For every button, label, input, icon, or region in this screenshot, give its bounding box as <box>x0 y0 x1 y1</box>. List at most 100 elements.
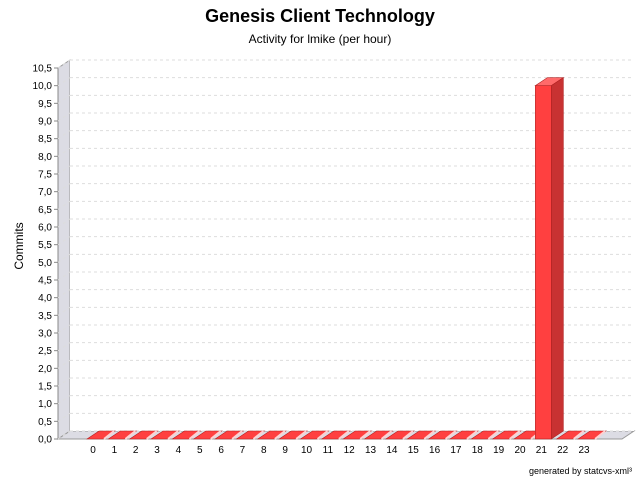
bar-top <box>470 430 501 440</box>
bar <box>342 430 373 440</box>
bar-highlight <box>103 430 115 440</box>
y-axis-label: Commits <box>12 222 26 269</box>
grid-line-wall <box>57 77 71 87</box>
x-tick-label: 4 <box>176 445 182 456</box>
bar-top <box>406 430 437 440</box>
y-tick-label: 0,0 <box>38 435 52 446</box>
y-tick-label: 1,0 <box>38 399 52 410</box>
bar-highlight <box>188 430 201 440</box>
bar-highlight <box>274 430 286 440</box>
grid-line-wall <box>57 94 71 104</box>
bar-highlight <box>252 430 265 440</box>
bar-top <box>171 430 202 440</box>
grid-line-wall <box>57 253 71 263</box>
x-tick-label: 15 <box>408 445 420 456</box>
y-tick-label: 4,0 <box>38 293 52 304</box>
x-tick-label: 17 <box>450 445 462 456</box>
grid-line-wall <box>57 271 71 281</box>
bar-top <box>577 430 608 440</box>
y-tick-label: 0,5 <box>38 417 52 428</box>
bar <box>256 430 287 440</box>
y-tick-label: 6,0 <box>38 223 52 234</box>
x-tick-label: 1 <box>112 445 118 456</box>
y-tick-label: 7,0 <box>38 187 52 198</box>
bar <box>150 430 181 440</box>
bar-top <box>448 430 479 440</box>
grid-line-wall <box>57 306 71 316</box>
bar-highlight <box>124 430 136 440</box>
bar-highlight <box>295 430 307 440</box>
grid-line-wall <box>57 324 71 334</box>
grid-line-wall <box>57 377 71 387</box>
x-tick-label: 14 <box>386 445 398 456</box>
bar-series <box>86 77 608 440</box>
bar <box>192 430 223 440</box>
x-tick-label: 0 <box>90 445 96 456</box>
bar-highlight <box>146 430 158 440</box>
x-tick-label: 12 <box>344 445 356 456</box>
y-tick-label: 2,0 <box>38 364 52 375</box>
bar <box>577 430 608 440</box>
bar <box>171 430 202 440</box>
y-tick-label: 4,5 <box>38 276 52 287</box>
y-tick-label: 9,0 <box>38 117 52 128</box>
bar-highlight <box>316 430 329 440</box>
x-tick-label: 16 <box>429 445 441 456</box>
x-tick-label: 3 <box>154 445 160 456</box>
grid-line-wall <box>57 395 71 405</box>
grid-line-wall <box>57 218 71 228</box>
bar <box>491 430 522 440</box>
bar <box>86 430 116 440</box>
bar-highlight <box>167 430 179 440</box>
grid-line-wall <box>57 236 71 246</box>
bar-highlight <box>509 430 521 440</box>
bar-highlight <box>594 430 606 440</box>
grid-line-wall <box>57 412 71 422</box>
grid-line-wall <box>57 430 71 440</box>
bar-top <box>363 430 394 440</box>
bar-top <box>214 430 245 440</box>
bar-highlight <box>231 430 243 440</box>
bar-highlight <box>210 430 222 440</box>
bar-top <box>235 430 266 440</box>
bar <box>363 430 394 440</box>
y-tick-label: 2,5 <box>38 346 52 357</box>
grid-line-wall <box>57 59 71 69</box>
bar-top <box>299 430 330 440</box>
bar-top <box>555 430 586 440</box>
x-tick-label: 8 <box>261 445 267 456</box>
x-tick-label: 19 <box>493 445 505 456</box>
y-tick-label: 10,0 <box>33 81 53 92</box>
bar <box>235 430 266 440</box>
x-tick-label: 9 <box>282 445 288 456</box>
x-tick-label: 18 <box>472 445 484 456</box>
bar <box>278 430 309 440</box>
bar-top <box>128 430 159 440</box>
bar-top <box>491 430 522 440</box>
grid-line-wall <box>57 200 71 210</box>
y-tick-label: 3,5 <box>38 311 52 322</box>
x-tick-label: 13 <box>365 445 377 456</box>
bar-highlight <box>466 430 478 440</box>
bar-top <box>427 430 458 440</box>
x-tick-label: 11 <box>323 445 334 456</box>
y-axis-ticks: 0,0 0,5 1,0 1,5 2,0 2,5 3,0 3,5 4,0 4,5 5,0 5,5 6,0 6… <box>33 64 58 446</box>
bar-top <box>256 430 287 440</box>
x-tick-label: 2 <box>133 445 139 456</box>
bar-highlight <box>338 430 350 440</box>
x-tick-label: 23 <box>578 445 590 456</box>
grid-line-wall <box>57 112 71 122</box>
bar <box>107 430 138 440</box>
bar <box>427 430 458 440</box>
footer-credit: generated by statcvs-xml³ <box>528 466 632 476</box>
y-tick-label: 3,0 <box>38 329 52 340</box>
y-tick-label: 7,5 <box>38 170 52 181</box>
bar <box>470 430 501 440</box>
grid-line-wall <box>57 130 71 140</box>
y-tick-label: 5,0 <box>38 258 52 269</box>
x-tick-label: 7 <box>240 445 246 456</box>
bar-top <box>320 430 351 440</box>
y-tick-label: 8,0 <box>38 152 52 163</box>
chart-title: Genesis Client Technology <box>205 6 435 26</box>
